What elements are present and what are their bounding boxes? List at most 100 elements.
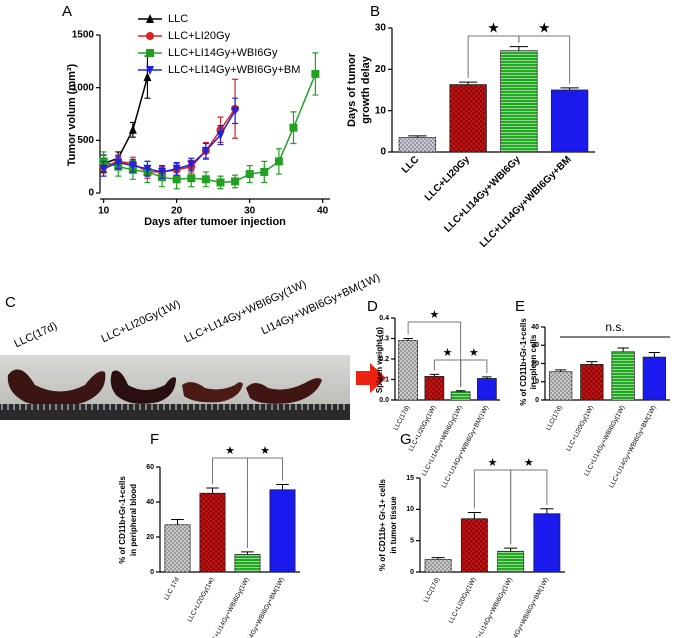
y-axis-label: in tumor tissue <box>389 496 398 554</box>
legend-marker <box>146 32 154 40</box>
marker <box>201 175 210 184</box>
annotation: ★ <box>225 445 235 457</box>
bar <box>477 378 497 401</box>
marker <box>216 131 225 141</box>
y-tick-label: 30 <box>375 23 387 34</box>
legend-label: LLC+LI14Gy+WBI6Gy <box>168 47 278 59</box>
error-bar <box>467 511 481 519</box>
marker <box>231 106 240 116</box>
y-tick-label: 60 <box>146 464 154 471</box>
bar <box>642 356 667 401</box>
bracket <box>407 321 462 387</box>
bar-texture <box>399 137 436 152</box>
y-axis-label: % of CD11b+Gr-1+cells <box>519 318 528 406</box>
marker <box>158 167 167 177</box>
legend-label: LLC+LI14Gy+WBI6Gy+BM <box>168 64 300 76</box>
y-tick-label: 500 <box>77 135 94 146</box>
error-bar <box>617 347 629 352</box>
error-bar <box>482 376 492 379</box>
bar <box>550 89 589 153</box>
arrow <box>356 363 386 393</box>
error-bar <box>206 487 219 494</box>
panel-letter: E <box>515 298 525 315</box>
annotation: ★ <box>429 309 439 321</box>
marker <box>128 124 137 134</box>
marker <box>260 167 269 176</box>
marker <box>311 69 320 78</box>
bar-texture <box>199 493 226 572</box>
bar-texture <box>580 364 604 400</box>
panel-letter: A <box>62 3 72 20</box>
marker <box>143 72 152 82</box>
marker <box>128 161 137 171</box>
sample-label: LI14Gy+WBI6Gy+BM(1W) <box>259 272 382 338</box>
marker <box>187 174 196 183</box>
bar-texture <box>461 518 488 572</box>
spleen <box>182 382 243 403</box>
annotation: n.s. <box>605 320 624 334</box>
panel-letter: B <box>370 3 380 20</box>
ruler <box>0 404 350 420</box>
y-tick-label: 15 <box>406 475 414 482</box>
y-axis-label: in spleen cells <box>529 334 538 389</box>
y-tick-label: 20 <box>531 360 539 367</box>
x-tick-label: LLC+LI20Gy <box>423 154 473 204</box>
spleen <box>246 378 322 404</box>
marker <box>187 160 196 170</box>
series-line <box>103 110 236 173</box>
bar-texture <box>451 391 471 400</box>
x-tick-label: LLC(17d) <box>393 404 412 431</box>
bar-texture <box>549 371 572 400</box>
error-bar <box>555 369 567 372</box>
error-bar <box>648 352 660 358</box>
legend-label: LLC+LI20Gy <box>168 30 231 42</box>
error-bar <box>241 551 254 555</box>
x-axis-label: Days after tumoer injection <box>144 216 286 228</box>
error-bar <box>504 547 518 552</box>
x-tick-label: LLC+LI14Gy+WBI6Gy(1W) <box>471 576 514 638</box>
spleen <box>110 370 176 404</box>
y-axis-label: growth delay <box>360 55 372 124</box>
spleen-photo <box>0 355 350 420</box>
error-bar <box>560 87 579 90</box>
y-tick-label: 40 <box>146 499 154 506</box>
bar <box>269 489 296 573</box>
error-bar <box>171 519 184 525</box>
y-tick-label: 0 <box>88 188 94 199</box>
sample-label: LLC(17d) <box>12 320 59 350</box>
marker <box>172 164 181 174</box>
y-tick-label: 0.1 <box>379 376 389 383</box>
legend-marker <box>146 66 154 75</box>
y-tick-label: 0 <box>535 397 539 404</box>
panel-letter: D <box>367 298 378 315</box>
y-tick-label: 0 <box>150 569 154 576</box>
error-bar <box>429 373 440 377</box>
marker <box>99 164 108 174</box>
x-tick-label: LLC(17d) <box>545 404 564 431</box>
x-tick-label: 30 <box>244 206 256 217</box>
ruler-ticks <box>1 404 345 410</box>
y-axis-label: Days of tumor <box>346 52 358 127</box>
legend-marker <box>146 14 154 23</box>
bar-texture <box>424 376 444 400</box>
bar-texture <box>164 524 191 572</box>
annotation: ★ <box>524 457 534 469</box>
error-bar <box>586 361 598 365</box>
series-line <box>103 76 149 165</box>
marker <box>172 175 181 184</box>
marker <box>289 123 298 132</box>
bar-texture <box>234 554 261 572</box>
annotation: ★ <box>260 445 270 457</box>
y-tick-label: 1500 <box>72 30 95 41</box>
bracket <box>460 359 488 387</box>
marker <box>231 177 240 186</box>
legend-label: LLC <box>168 13 188 25</box>
error-bar <box>540 508 554 514</box>
sample-label: LLC+LI20Gy(1W) <box>99 298 182 345</box>
annotation: ★ <box>487 20 500 36</box>
annotation: ★ <box>488 457 498 469</box>
y-tick-label: 10 <box>406 506 414 513</box>
bracket <box>518 35 571 84</box>
marker <box>114 158 123 168</box>
marker <box>201 146 210 156</box>
